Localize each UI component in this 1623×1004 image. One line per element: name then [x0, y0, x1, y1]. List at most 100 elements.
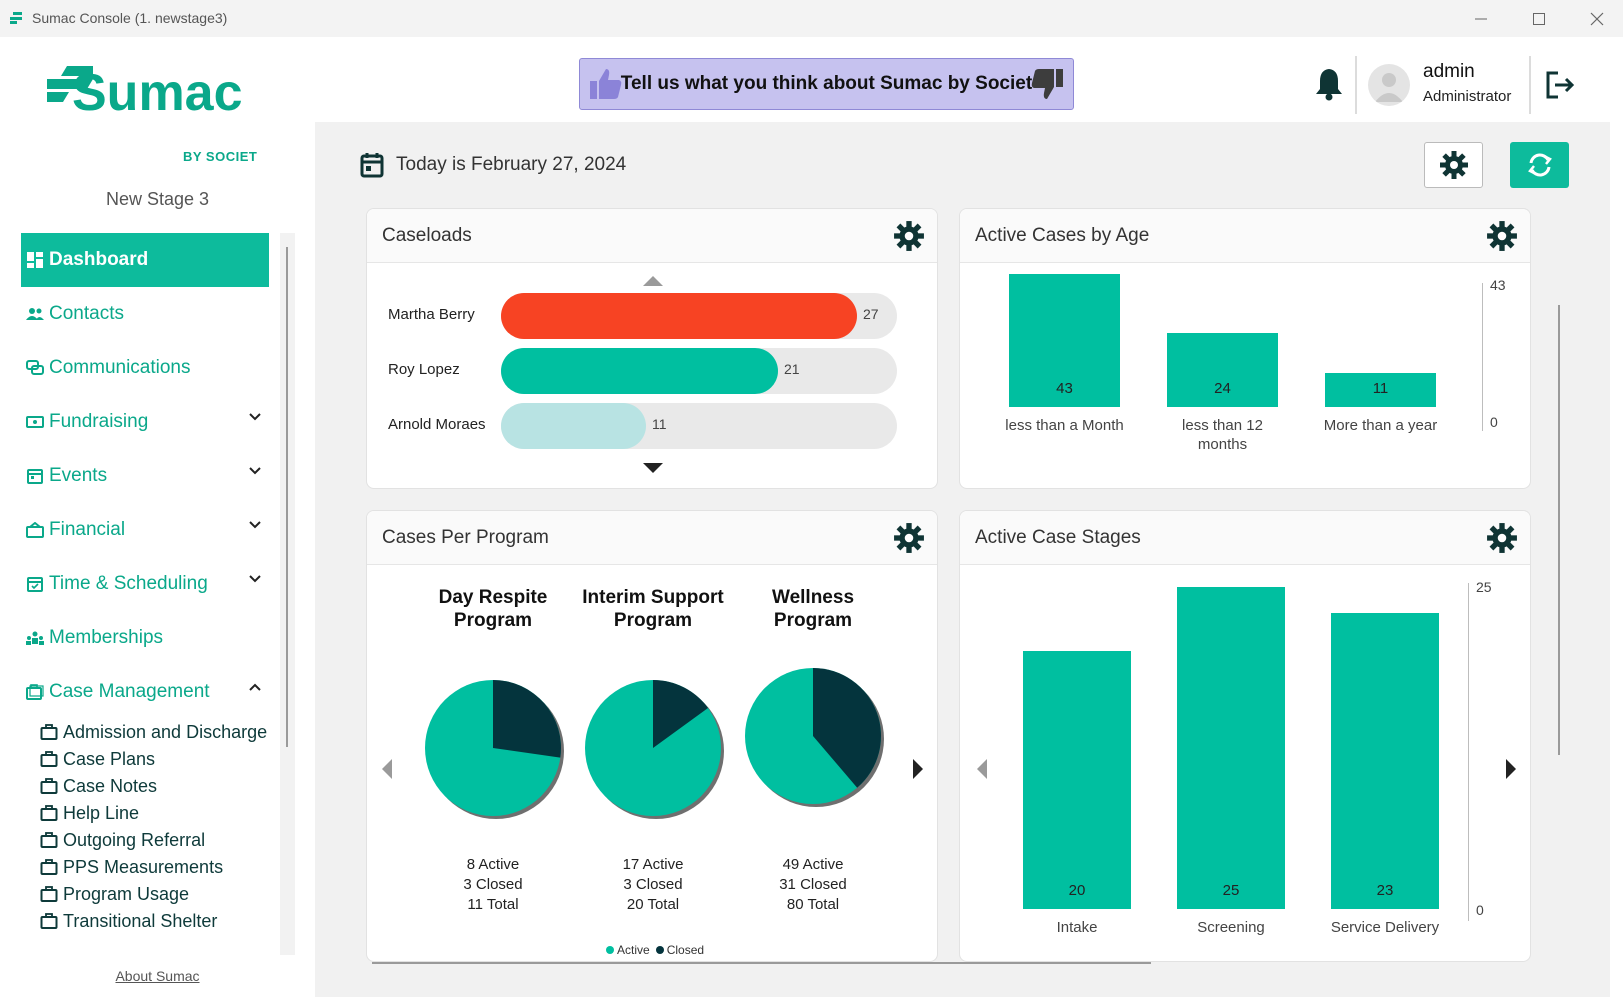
sidebar-scrollbar-thumb[interactable]	[286, 247, 288, 747]
notification-bell-icon[interactable]	[1314, 67, 1344, 101]
sidebar-item-communications[interactable]: Communications	[21, 341, 269, 395]
legend-active-label: Active	[617, 943, 650, 957]
briefcase-icon	[40, 832, 58, 848]
sidebar-subitem-label: Case Plans	[63, 748, 156, 769]
bar-category-label: less than a Month	[1005, 417, 1124, 434]
thumbs-down-icon[interactable]	[1029, 67, 1065, 101]
sidebar-subitem-pps-measurements[interactable]: PPS Measurements	[40, 854, 223, 880]
sidebar-subitem-program-usage[interactable]: Program Usage	[40, 881, 189, 907]
sidebar-subitem-label: PPS Measurements	[63, 856, 224, 877]
logout-icon[interactable]	[1545, 70, 1575, 100]
window-title: Sumac Console (1. newstage3)	[32, 10, 228, 26]
minimize-button[interactable]	[1452, 0, 1510, 37]
dashboard-refresh-button[interactable]	[1510, 142, 1569, 188]
sidebar-subitem-help-line[interactable]: Help Line	[40, 800, 139, 826]
financial-icon	[26, 521, 44, 539]
chart-bar[interactable]	[1009, 274, 1120, 407]
chart-bar[interactable]	[1325, 373, 1436, 407]
fundraising-icon	[26, 413, 44, 431]
main-vertical-scrollbar[interactable]	[1558, 305, 1560, 755]
sidebar-subitem-label: Program Usage	[63, 883, 190, 904]
briefcase-icon	[40, 913, 58, 929]
bar-value-label: 43	[1056, 380, 1073, 397]
chart-prev-arrow-icon[interactable]	[976, 759, 988, 779]
chart-next-arrow-icon[interactable]	[1505, 759, 1517, 779]
header-divider	[1529, 56, 1531, 114]
card-title: Active Cases by Age	[975, 225, 1150, 246]
sidebar-item-case-management[interactable]: Case Management	[21, 665, 269, 719]
card-header: Caseloads	[367, 209, 937, 263]
chevron-down-icon	[249, 467, 261, 475]
close-button[interactable]	[1568, 0, 1623, 37]
caseload-bar[interactable]	[501, 348, 778, 394]
pie-legend: Active Closed	[600, 943, 704, 957]
sidebar-item-fundraising[interactable]: Fundraising	[21, 395, 269, 449]
sidebar-item-memberships[interactable]: Memberships	[21, 611, 269, 665]
sidebar-item-contacts[interactable]: Contacts	[21, 287, 269, 341]
briefcase-icon	[40, 751, 58, 767]
pie-slice-closed[interactable]	[813, 668, 881, 788]
caseload-bar[interactable]	[501, 403, 646, 449]
chevron-down-icon	[249, 413, 261, 421]
bar-category-label: Screening	[1197, 919, 1265, 936]
chart-prev-arrow-icon[interactable]	[381, 759, 393, 779]
sidebar-subitem-admission-discharge[interactable]: Admission and Discharge	[40, 719, 267, 745]
bar-value-label: 23	[1376, 882, 1394, 899]
pie-slice-closed[interactable]	[653, 680, 709, 748]
gear-icon	[1439, 151, 1468, 179]
about-link[interactable]: About Sumac	[115, 968, 200, 984]
communications-icon	[26, 359, 44, 377]
sidebar-subitem-transitional-shelter[interactable]: Transitional Shelter	[40, 908, 217, 934]
pie-slice-closed[interactable]	[493, 680, 561, 758]
bar-value-label: 20	[1068, 882, 1086, 899]
sidebar-item-dashboard[interactable]: Dashboard	[21, 233, 269, 287]
sidebar-item-financial[interactable]: Financial	[21, 503, 269, 557]
pie-stat-total: 80 Total	[786, 896, 840, 913]
chart-bar[interactable]	[1331, 613, 1439, 909]
chart-bar[interactable]	[1167, 333, 1278, 407]
sidebar	[0, 37, 315, 1004]
calendar-icon	[360, 153, 384, 178]
legend-closed-swatch	[655, 946, 664, 954]
legend-closed-label: Closed	[666, 943, 705, 957]
scroll-down-arrow-icon[interactable]	[643, 462, 663, 474]
legend-active-swatch	[606, 946, 614, 954]
dashboard-settings-button[interactable]	[1424, 142, 1483, 188]
feedback-banner[interactable]: Tell us what you think about Sumac by So…	[579, 58, 1074, 110]
sidebar-subitem-case-plans[interactable]: Case Plans	[40, 746, 155, 772]
avatar[interactable]	[1368, 64, 1410, 106]
maximize-button[interactable]	[1510, 0, 1568, 37]
gear-icon[interactable]	[893, 522, 925, 554]
gear-icon[interactable]	[893, 220, 925, 252]
sidebar-subitem-label: Transitional Shelter	[63, 910, 218, 931]
pie-stat-closed: 31 Closed	[779, 876, 847, 893]
user-name: admin	[1423, 61, 1475, 82]
gear-icon[interactable]	[1486, 220, 1518, 252]
caseload-bar[interactable]	[501, 293, 857, 339]
card-title: Caseloads	[382, 225, 472, 246]
caseload-value-label: 27	[863, 306, 879, 322]
sidebar-subitem-label: Admission and Discharge	[63, 721, 268, 742]
scroll-up-arrow-icon[interactable]	[643, 275, 663, 287]
sidebar-subitem-outgoing-referral[interactable]: Outgoing Referral	[40, 827, 205, 853]
chart-bar[interactable]	[1177, 587, 1285, 909]
sidebar-item-events[interactable]: Events	[21, 449, 269, 503]
sidebar-item-time-scheduling[interactable]: Time & Scheduling	[21, 557, 269, 611]
sidebar-subitem-label: Outgoing Referral	[63, 829, 206, 850]
y-axis-max-label: 43	[1490, 277, 1506, 293]
brand-logo: Sumac	[72, 64, 243, 122]
card-header: Active Case Stages	[960, 511, 1530, 565]
chart-bar[interactable]	[1023, 651, 1131, 909]
sidebar-item-label: Communications	[49, 357, 191, 378]
window-titlebar: Sumac Console (1. newstage3)	[0, 0, 1623, 37]
main-horizontal-scrollbar[interactable]	[372, 962, 1151, 964]
thumbs-up-icon[interactable]	[588, 67, 624, 101]
bar-value-label: 25	[1222, 882, 1240, 899]
chart-next-arrow-icon[interactable]	[912, 759, 924, 779]
sidebar-item-label: Events	[49, 465, 108, 486]
caseload-value-label: 11	[652, 416, 667, 432]
gear-icon[interactable]	[1486, 522, 1518, 554]
sidebar-subitem-case-notes[interactable]: Case Notes	[40, 773, 157, 799]
sidebar-scrollbar[interactable]	[280, 233, 295, 955]
sidebar-item-label: Contacts	[49, 303, 124, 324]
